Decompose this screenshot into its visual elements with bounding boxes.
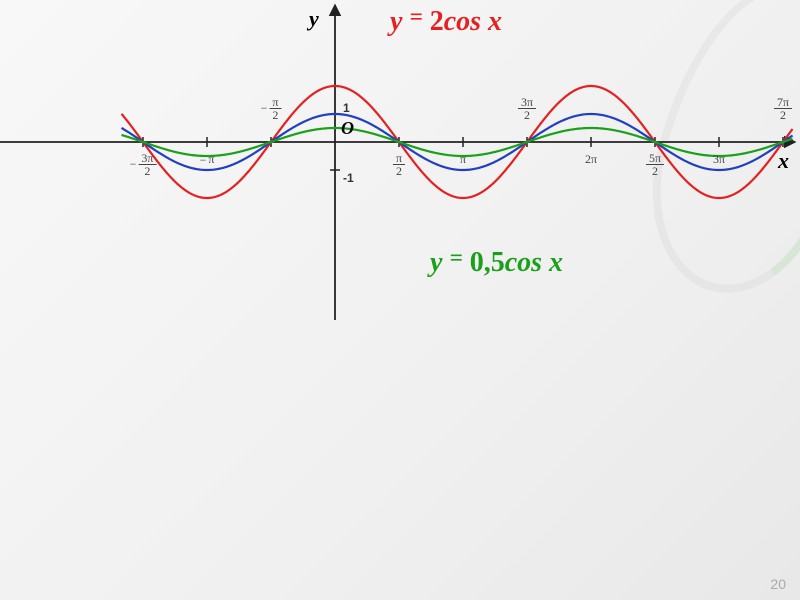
- eq-lhs: y: [390, 6, 402, 37]
- eq-coef: 2: [430, 6, 444, 37]
- origin-label: O: [341, 118, 354, 139]
- x-tick-label: 5π2: [646, 152, 664, 177]
- x-tick-label: 2π: [585, 152, 597, 167]
- x-tick-label: −π: [200, 152, 215, 168]
- x-tick-label: π: [460, 152, 466, 167]
- x-tick-label: 3π: [713, 152, 725, 167]
- svg-text:-1: -1: [343, 171, 354, 185]
- x-tick-label: 7π2: [774, 96, 792, 121]
- x-tick-label: 3π2: [518, 96, 536, 121]
- eq-fn: cos x: [444, 6, 502, 37]
- x-tick-label: −3π2: [130, 152, 157, 177]
- eq-equals-symbol: =: [449, 245, 462, 271]
- svg-text:1: 1: [343, 101, 350, 115]
- y-axis-label: y: [309, 6, 319, 32]
- x-tick-label: −π2: [261, 96, 282, 121]
- eq-fn: cos x: [505, 247, 563, 278]
- x-tick-label: π2: [393, 152, 405, 177]
- x-axis-label: x: [778, 148, 789, 174]
- equation-05cosx: y = 0,5cos x: [430, 245, 563, 279]
- equation-2cosx: y = 2cos x: [390, 4, 502, 38]
- eq-equals-symbol: =: [409, 4, 422, 30]
- eq-coef: 0,5: [470, 247, 505, 278]
- eq-lhs: y: [430, 247, 442, 278]
- page-number: 20: [770, 576, 786, 592]
- chart-container: 1 -1 −π2 3π2 7π2 −3π2 −π π2 π 2π 5π2 3π y x O y = …: [0, 0, 800, 350]
